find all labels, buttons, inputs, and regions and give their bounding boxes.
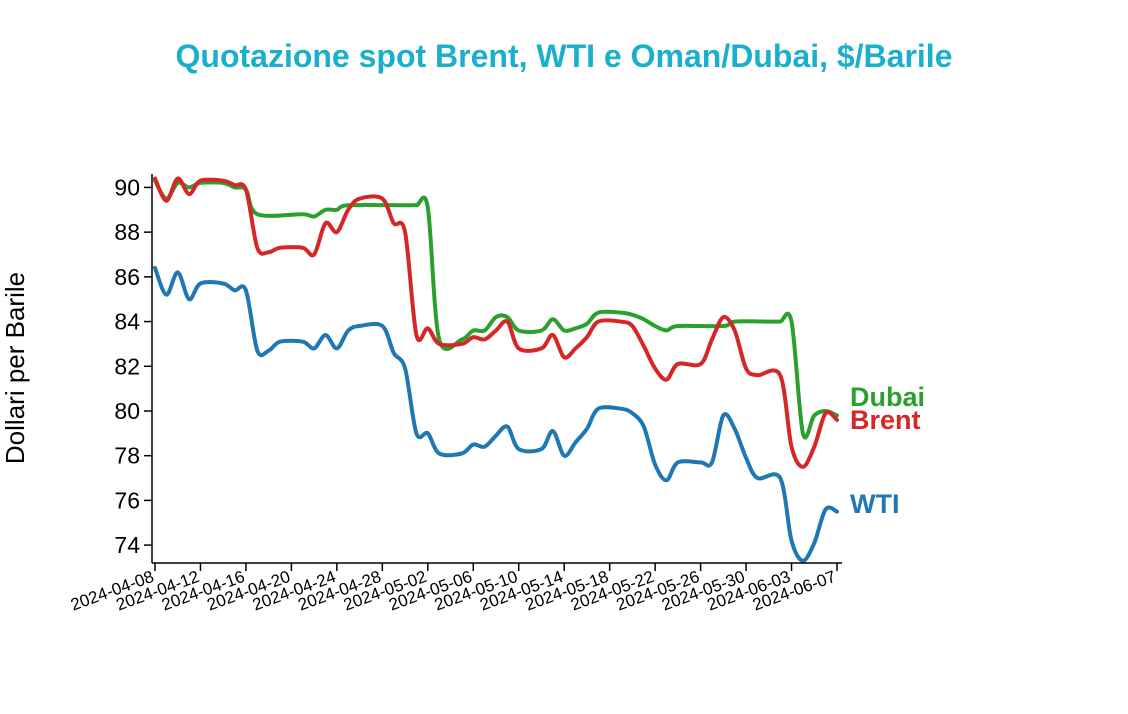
plot-lines — [153, 176, 839, 563]
series-label-dubai: Dubai — [850, 382, 925, 412]
series-label-wti: WTI — [850, 489, 899, 519]
series-line-dubai — [153, 178, 839, 440]
y-tick-label-86: 86 — [114, 264, 140, 290]
y-tick-label-78: 78 — [114, 443, 140, 469]
y-tick-label-84: 84 — [114, 309, 140, 335]
y-tick-label-90: 90 — [114, 174, 140, 200]
y-tick-label-74: 74 — [114, 532, 140, 558]
y-tick-label-82: 82 — [114, 353, 140, 379]
y-tick-label-80: 80 — [114, 398, 140, 424]
y-tick-label-76: 76 — [114, 487, 140, 513]
x-axis: 2024-04-082024-04-122024-04-162024-04-20… — [68, 562, 842, 615]
chart-title: Quotazione spot Brent, WTI e Oman/Dubai,… — [175, 38, 953, 74]
series-line-brent — [153, 176, 839, 469]
series-label-brent: Brent — [850, 405, 921, 435]
y-tick-label-88: 88 — [114, 219, 140, 245]
series-line-wti — [153, 265, 839, 563]
y-axis-label: Dollari per Barile — [0, 272, 30, 464]
y-axis: 74 76 78 80 82 84 86 88 90 — [114, 174, 153, 563]
